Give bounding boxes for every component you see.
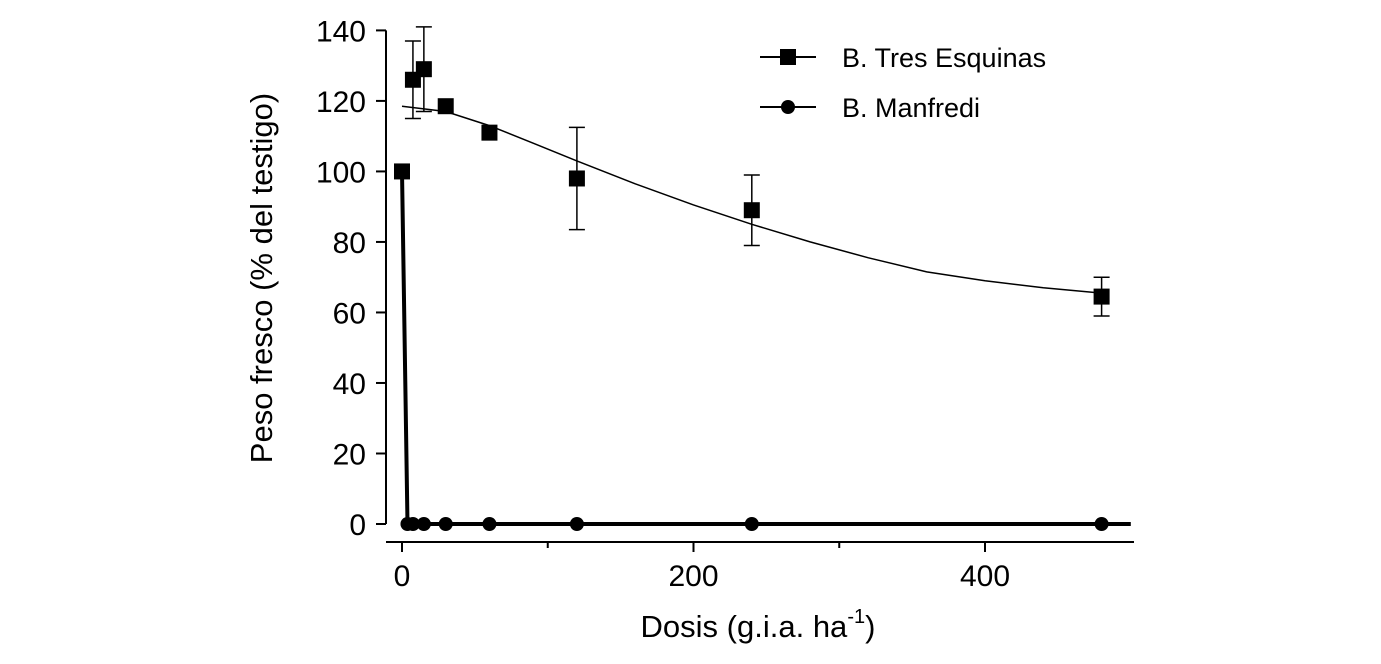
fit-curve-2 (400, 171, 1131, 526)
x-axis-title: Dosis (g.i.a. ha-1) (641, 606, 876, 644)
y-tick-label: 80 (333, 227, 366, 260)
point-series-1 (437, 98, 454, 115)
data-markers (394, 61, 1110, 531)
point-series-2 (482, 517, 497, 531)
x-axis-title-main: Dosis (g.i.a. ha (641, 609, 849, 644)
legend: B. Tres Esquinas B. Manfredi (760, 43, 1046, 123)
x-axis-title-superscript: -1 (847, 606, 865, 628)
point-series-1 (415, 61, 432, 78)
fit-curves (400, 105, 1131, 526)
point-series-2 (395, 164, 409, 179)
y-tick-label: 120 (316, 86, 366, 119)
axes: 0 20 40 60 80 100 120 140 0 200 400 (316, 15, 1134, 593)
legend-marker-square (780, 49, 796, 65)
point-series-2 (416, 517, 431, 531)
point-series-2 (744, 517, 759, 531)
point-series-2 (405, 517, 420, 531)
y-tick-label: 0 (349, 509, 366, 542)
y-tick-label: 140 (316, 15, 366, 48)
x-tick-label: 0 (394, 560, 411, 593)
legend-marker-circle (781, 100, 795, 114)
x-tick-label: 400 (960, 560, 1010, 593)
point-series-2 (1094, 517, 1109, 531)
point-series-1 (743, 202, 760, 219)
point-series-2 (569, 517, 584, 531)
x-axis-title-close: ) (865, 609, 875, 644)
y-tick-label: 100 (316, 156, 366, 189)
x-tick-label: 200 (668, 560, 718, 593)
legend-label: B. Tres Esquinas (842, 43, 1046, 73)
y-tick-label: 40 (333, 368, 366, 401)
y-tick-label: 20 (333, 438, 366, 471)
point-series-2 (438, 517, 453, 531)
point-series-1 (481, 124, 498, 141)
legend-label: B. Manfredi (842, 93, 980, 123)
y-tick-label: 60 (333, 297, 366, 330)
point-series-1 (568, 170, 585, 187)
y-axis-title: Peso fresco (% del testigo) (244, 93, 279, 463)
point-series-1 (1093, 288, 1110, 305)
